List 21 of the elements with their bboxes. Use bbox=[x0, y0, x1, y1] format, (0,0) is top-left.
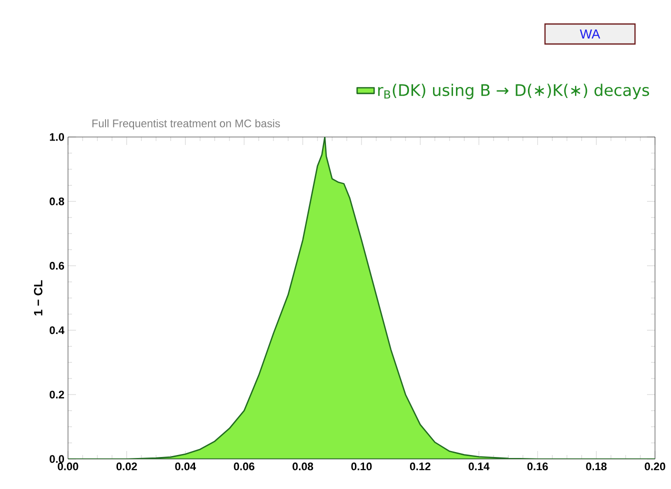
x-tick-label: 0.14 bbox=[468, 462, 490, 470]
chart-subtitle: Full Frequentist treatment on MC basis bbox=[92, 119, 280, 130]
x-tick-label: 0.16 bbox=[527, 462, 548, 470]
y-axis-title: 1 − CL bbox=[34, 280, 42, 316]
y-tick-label: 0.0 bbox=[50, 455, 64, 463]
x-tick-label: 0.04 bbox=[175, 462, 196, 470]
x-tick-label: 0.12 bbox=[410, 462, 430, 470]
x-tick-label: 0.10 bbox=[351, 462, 372, 470]
x-tick-label: 0.18 bbox=[586, 462, 607, 470]
y-tick-label: 0.2 bbox=[50, 390, 64, 398]
x-tick-label: 0.20 bbox=[644, 462, 666, 470]
x-tick-label: 0.08 bbox=[292, 462, 314, 470]
x-tick-label: 0.02 bbox=[116, 462, 137, 470]
y-tick-label: 0.6 bbox=[50, 262, 64, 270]
x-tick-label: 0.00 bbox=[58, 462, 78, 470]
x-tick-label: 0.06 bbox=[234, 462, 254, 470]
y-tick-label: 1.0 bbox=[50, 133, 64, 141]
y-tick-label: 0.8 bbox=[50, 198, 64, 206]
y-tick-label: 0.4 bbox=[50, 326, 64, 334]
text: WA bbox=[580, 30, 600, 38]
legend-label: r$_{B}$(DK) using B → D(∗)K(∗) decays bbox=[378, 84, 650, 100]
